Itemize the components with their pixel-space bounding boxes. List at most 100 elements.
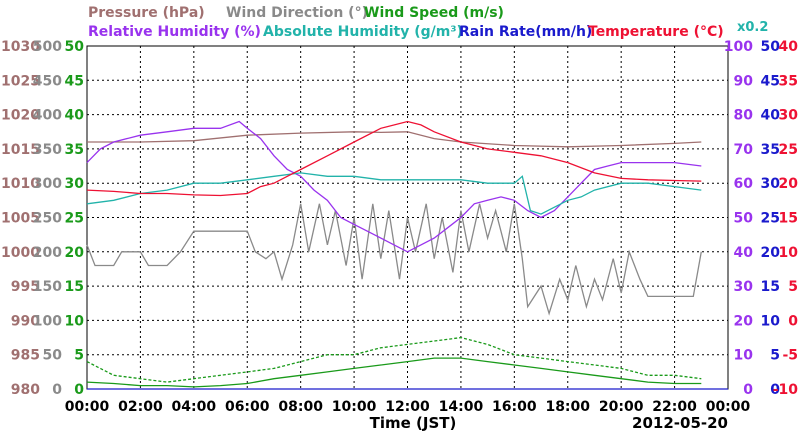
x-tick-label: 14:00 <box>439 399 484 415</box>
tick-label-wind-direction: 350 <box>33 142 62 158</box>
tick-label-rain-rate: 0 <box>770 382 780 398</box>
legend-temperature: Temperature (°C) <box>588 24 724 40</box>
tick-label-humidity: 80 <box>734 108 754 124</box>
tick-label-humidity: 70 <box>734 142 754 158</box>
legend-row-2: Relative Humidity (%) Absolute Humidity … <box>88 20 768 40</box>
tick-label-pressure: 980 <box>11 382 40 398</box>
tick-label-pressure: 990 <box>11 313 40 329</box>
tick-label-temperature: 20 <box>779 176 799 192</box>
tick-label-temperature: -5 <box>782 348 798 364</box>
legend-relative-humidity: Relative Humidity (%) <box>88 24 261 40</box>
x-tick-label: 22:00 <box>652 399 697 415</box>
series-line-relative-humidity <box>86 120 702 253</box>
tick-label-rain-rate: 40 <box>761 108 781 124</box>
tick-label-rain-rate: 5 <box>770 348 780 364</box>
tick-label-temperature: 5 <box>788 279 798 295</box>
tick-label-temperature: 30 <box>779 108 799 124</box>
x-tick-label: 02:00 <box>118 399 163 415</box>
tick-label-temperature: -10 <box>773 382 799 398</box>
tick-label-wind-direction: 100 <box>33 313 62 329</box>
tick-label-pressure: 1020 <box>1 108 40 124</box>
tick-label-rain-rate: 20 <box>761 245 781 261</box>
tick-label-rain-rate: 30 <box>761 176 781 192</box>
tick-label-wind-speed: 0 <box>74 382 84 398</box>
tick-label-humidity: 40 <box>734 245 754 261</box>
right-axes-labels: 1009080706050403020100504540353025201510… <box>724 39 798 398</box>
tick-label-rain-rate: 45 <box>761 73 780 89</box>
tick-label-pressure: 1030 <box>1 39 40 55</box>
tick-label-humidity: 60 <box>734 176 754 192</box>
tick-label-wind-speed: 45 <box>65 73 84 89</box>
tick-label-pressure: 995 <box>11 279 40 295</box>
x-tick-label: 06:00 <box>225 399 270 415</box>
tick-label-humidity: 0 <box>743 382 753 398</box>
x-tick-label: 10:00 <box>332 399 377 415</box>
tick-label-rain-rate: 15 <box>761 279 780 295</box>
tick-label-humidity: 10 <box>734 348 754 364</box>
tick-label-pressure: 1010 <box>1 176 40 192</box>
tick-label-rain-rate: 35 <box>761 142 780 158</box>
tick-label-temperature: 10 <box>779 245 799 261</box>
series-lines <box>86 120 728 390</box>
tick-label-wind-speed: 5 <box>74 348 84 364</box>
tick-label-humidity: 90 <box>734 73 754 89</box>
tick-label-humidity: 30 <box>734 279 754 295</box>
x-tick-label: 04:00 <box>172 399 217 415</box>
tick-label-temperature: 35 <box>779 73 798 89</box>
tick-label-rain-rate: 25 <box>761 211 780 227</box>
legend-row-1: Pressure (hPa) Wind Direction (°) Wind S… <box>88 5 504 21</box>
tick-label-temperature: 25 <box>779 142 798 158</box>
x-tick-label: 20:00 <box>599 399 644 415</box>
tick-label-wind-speed: 25 <box>65 211 84 227</box>
tick-label-pressure: 985 <box>11 348 40 364</box>
tick-label-pressure: 1005 <box>1 211 40 227</box>
tick-label-temperature: 40 <box>779 39 799 55</box>
tick-label-wind-speed: 20 <box>65 245 85 261</box>
tick-label-wind-speed: 30 <box>65 176 85 192</box>
series-line-temperature-c <box>86 120 702 197</box>
tick-label-wind-direction: 500 <box>33 39 62 55</box>
tick-label-humidity: 20 <box>734 313 754 329</box>
tick-label-temperature: 0 <box>788 313 798 329</box>
legend-absolute-humidity: Absolute Humidity (g/m³) <box>263 24 463 40</box>
series-line-wind-direction <box>86 203 702 316</box>
tick-label-wind-direction: 450 <box>33 73 62 89</box>
tick-label-wind-speed: 10 <box>65 313 85 329</box>
tick-label-rain-rate: 50 <box>761 39 781 55</box>
tick-label-wind-direction: 250 <box>33 211 62 227</box>
x-axis-label: Time (JST) <box>370 414 457 432</box>
x-axis-tick-labels: 00:00 02:00 04:00 06:00 08:00 10:00 12:00 14:00… <box>65 399 751 415</box>
tick-label-pressure: 1000 <box>1 245 40 261</box>
legend-ah-scale: x0.2 <box>737 20 768 35</box>
series-line-pressure-hpa <box>87 131 702 148</box>
x-axis-date: 2012-05-20 <box>632 414 728 432</box>
tick-label-pressure: 1015 <box>1 142 40 158</box>
tick-label-rain-rate: 10 <box>761 313 781 329</box>
tick-label-wind-direction: 200 <box>33 245 62 261</box>
tick-label-wind-speed: 35 <box>65 142 84 158</box>
tick-label-pressure: 1025 <box>1 73 40 89</box>
x-tick-label: 00:00 <box>65 399 110 415</box>
x-tick-label: 12:00 <box>385 399 430 415</box>
tick-label-wind-speed: 40 <box>65 108 85 124</box>
tick-label-wind-direction: 50 <box>43 348 63 364</box>
tick-label-wind-direction: 400 <box>33 108 62 124</box>
tick-label-wind-direction: 300 <box>33 176 62 192</box>
x-tick-label: 18:00 <box>545 399 590 415</box>
legend-rain-rate: Rain Rate(mm/h) <box>459 24 592 40</box>
tick-label-humidity: 50 <box>734 211 754 227</box>
tick-label-wind-speed: 50 <box>65 39 85 55</box>
series-line-wind-speed-gust-m-s <box>86 336 702 383</box>
tick-label-wind-speed: 15 <box>65 279 84 295</box>
series-line-wind-speed-m-s <box>86 357 702 388</box>
legend-wind-speed: Wind Speed (m/s) <box>364 5 504 21</box>
tick-label-wind-direction: 150 <box>33 279 62 295</box>
tick-label-wind-direction: 0 <box>52 382 62 398</box>
series-line-absolute-humidity-g-m <box>86 172 702 215</box>
legend-pressure: Pressure (hPa) <box>88 5 205 21</box>
legend-wind-direction: Wind Direction (°) <box>226 5 368 21</box>
x-tick-label: 08:00 <box>278 399 323 415</box>
tick-label-temperature: 15 <box>779 211 798 227</box>
